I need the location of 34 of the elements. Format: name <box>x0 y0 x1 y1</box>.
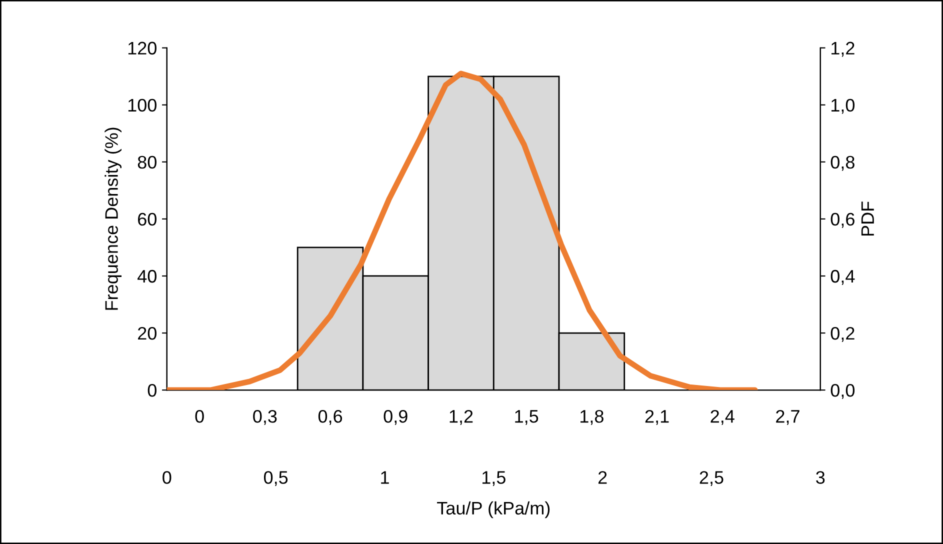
x-tick-label: 2,5 <box>700 471 724 486</box>
x2-tick-label: 2,4 <box>710 410 734 425</box>
x2-tick-label: 0,9 <box>384 410 408 425</box>
x-tick-label: 0,5 <box>264 471 288 486</box>
x2-tick-label: 0,6 <box>318 410 342 425</box>
y2-tick-label: 1,0 <box>832 98 855 114</box>
x-axis-title: Tau/P (kPa/m) <box>437 501 550 518</box>
x2-tick-label: 2,1 <box>645 410 669 425</box>
y-tick-label: 100 <box>128 98 156 112</box>
x2-tick-label: 0 <box>195 410 204 423</box>
y2-tick-label: 0,8 <box>830 156 854 171</box>
y2-tick-label: 0,4 <box>830 270 855 285</box>
x-tick-label: 2 <box>598 471 607 484</box>
x2-tick-label: 1,8 <box>580 410 604 425</box>
x-tick-label: 1 <box>381 471 389 484</box>
y-tick-label: 80 <box>138 156 156 169</box>
y-tick-label: 120 <box>128 42 156 55</box>
x2-tick-label: 0,3 <box>253 410 277 425</box>
y2-tick-label: 0,2 <box>830 326 854 342</box>
y-tick-label: 40 <box>138 270 156 283</box>
y2-tick-label: 1,2 <box>832 42 854 57</box>
y2-tick-label: 0,0 <box>830 384 855 399</box>
x-tick-label: 0 <box>162 471 172 484</box>
x2-tick-label: 2,7 <box>776 410 800 425</box>
y-tick-label: 0 <box>148 384 156 397</box>
x-tick-label: 1,5 <box>482 471 506 486</box>
y2-tick-label: 0,6 <box>830 212 854 228</box>
y-tick-label: 20 <box>138 326 156 340</box>
x-tick-label: 3 <box>816 471 825 484</box>
y2-axis-title: PDF <box>861 202 874 236</box>
y-axis-title: Frequence Density (%) <box>104 128 122 310</box>
x2-tick-label: 1,2 <box>450 410 473 425</box>
y-tick-label: 60 <box>138 212 156 226</box>
x2-tick-label: 1,5 <box>515 410 538 425</box>
